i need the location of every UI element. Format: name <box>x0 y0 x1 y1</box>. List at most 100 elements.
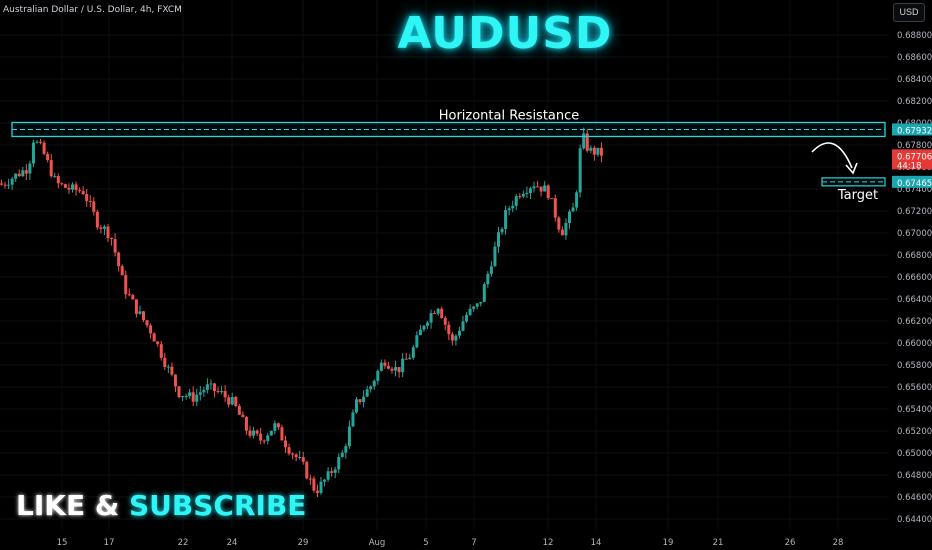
candle <box>152 332 156 342</box>
candle <box>330 467 334 477</box>
candle <box>291 452 295 460</box>
candle <box>468 304 472 317</box>
candle <box>220 385 224 395</box>
x-tick-label: 29 <box>298 538 309 548</box>
candle <box>553 194 557 222</box>
y-tick-label: 0.65200 <box>897 427 932 437</box>
candle <box>71 182 74 193</box>
candle <box>244 415 248 435</box>
candle <box>259 427 263 445</box>
candle <box>582 127 586 150</box>
arrow-head-icon <box>845 162 858 175</box>
x-tick-label: 24 <box>227 538 238 548</box>
candle <box>308 474 312 485</box>
candle <box>266 432 270 445</box>
symbol-info: Australian Dollar / U.S. Dollar, 4h, FXC… <box>3 5 182 15</box>
candle <box>599 142 603 163</box>
candle <box>60 182 64 186</box>
candle <box>528 186 532 200</box>
candle <box>63 183 67 189</box>
candle <box>362 390 366 408</box>
price-axis[interactable]: 0.688000.686000.684000.682000.680000.678… <box>892 31 932 525</box>
candle <box>17 169 21 178</box>
like-text: LIKE & <box>16 489 129 522</box>
candle <box>159 341 163 361</box>
candle <box>493 241 497 267</box>
candle <box>191 386 195 407</box>
y-tick-label: 0.67800 <box>897 141 932 151</box>
time-axis[interactable]: 15 17 22 24 29 Aug 5 7 12 14 19 21 26 28 <box>57 538 844 548</box>
candle <box>511 200 515 213</box>
candle <box>369 385 373 393</box>
candle <box>592 145 596 161</box>
candle <box>280 424 284 441</box>
candle <box>170 362 174 377</box>
candle <box>568 209 571 229</box>
y-tick-label: 0.67000 <box>897 229 932 239</box>
candle <box>213 382 216 398</box>
candle <box>113 233 117 257</box>
candle <box>450 331 454 346</box>
candle <box>127 288 131 297</box>
candle <box>390 366 394 374</box>
candle <box>372 379 376 390</box>
candle <box>383 359 387 369</box>
candle <box>223 385 227 403</box>
candle <box>546 184 550 201</box>
candle <box>156 340 160 347</box>
candle <box>578 144 582 198</box>
y-tick-label: 0.68600 <box>897 53 932 63</box>
chart-grid <box>0 0 889 530</box>
candle <box>397 367 401 378</box>
candle <box>78 187 82 193</box>
current-price-tag-text: 44:18 <box>897 161 922 171</box>
y-tick-label: 0.68400 <box>897 75 932 85</box>
candle <box>31 139 35 168</box>
y-tick-label: 0.66000 <box>897 339 932 349</box>
candle <box>422 324 426 332</box>
candle <box>497 227 500 253</box>
candle <box>163 352 167 370</box>
candle <box>312 476 316 493</box>
y-tick-label: 0.66800 <box>897 251 932 261</box>
candle <box>262 439 266 445</box>
candle <box>575 190 579 211</box>
candle <box>131 293 135 300</box>
candle <box>461 315 465 332</box>
candle <box>557 215 561 233</box>
candle <box>284 435 287 453</box>
candle <box>14 173 18 183</box>
candle <box>386 361 390 370</box>
candle <box>298 450 302 460</box>
candle <box>181 395 185 402</box>
candle <box>514 193 518 211</box>
candle <box>521 190 525 199</box>
candle <box>482 282 486 303</box>
annotation-overlays: Horizontal Resistance Target <box>11 108 886 203</box>
candle <box>106 224 110 242</box>
candle <box>67 183 71 194</box>
candle <box>319 477 323 495</box>
candle <box>56 173 60 189</box>
x-tick-label: 12 <box>543 538 554 548</box>
candle <box>443 315 447 331</box>
candle <box>454 334 458 346</box>
target-price-tag <box>892 175 932 188</box>
y-tick-label: 0.64600 <box>897 493 932 503</box>
candle <box>564 218 568 240</box>
candle <box>184 393 188 400</box>
candle <box>173 374 177 393</box>
candle <box>205 378 209 394</box>
candle <box>92 197 96 216</box>
currency-button[interactable]: USD <box>893 3 925 22</box>
x-tick-label: 7 <box>471 538 476 548</box>
projection-arrow <box>811 142 853 169</box>
candle <box>376 369 380 385</box>
candle <box>7 178 11 190</box>
candle <box>294 452 298 462</box>
y-tick-label: 0.65800 <box>897 361 932 371</box>
current-price-tag <box>892 149 932 170</box>
x-tick-label: 26 <box>785 538 796 548</box>
candle <box>504 205 508 235</box>
